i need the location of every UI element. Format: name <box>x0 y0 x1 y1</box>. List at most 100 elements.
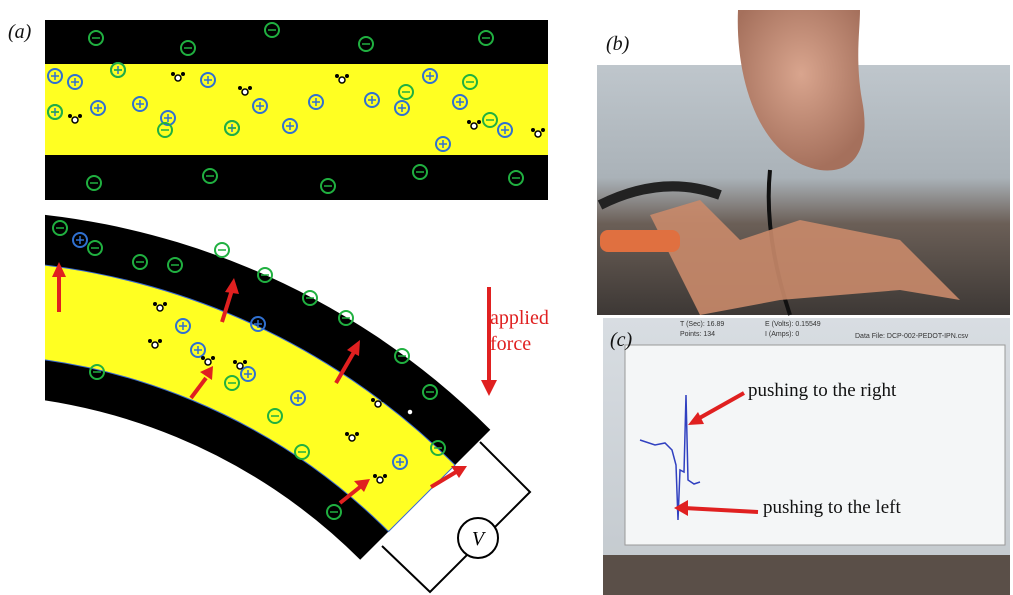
screen-text: T (Sec): 16.89 <box>680 321 724 328</box>
force-arrows <box>52 262 497 505</box>
water <box>345 432 349 436</box>
cable <box>597 181 722 210</box>
water <box>383 474 387 478</box>
anion <box>430 440 446 456</box>
water <box>467 120 471 124</box>
anion <box>180 40 196 56</box>
anion <box>167 257 183 273</box>
anion <box>88 30 104 46</box>
cation <box>190 342 206 358</box>
screen-text: Points: 134 <box>680 331 715 338</box>
water <box>204 358 212 366</box>
water <box>174 74 182 82</box>
anion <box>214 242 230 258</box>
water <box>470 122 478 130</box>
screen-text: I (Amps): 0 <box>765 331 799 338</box>
water <box>477 120 481 124</box>
annotation: applied force <box>490 307 549 355</box>
water <box>158 339 162 343</box>
anion <box>224 375 240 391</box>
anion <box>89 364 105 380</box>
water <box>374 400 382 408</box>
water <box>531 128 535 132</box>
cation <box>392 454 408 470</box>
pointer-arrows <box>674 391 759 516</box>
cation <box>364 92 380 108</box>
anion <box>52 220 68 236</box>
water <box>406 408 414 416</box>
cation <box>72 232 88 248</box>
water <box>148 339 152 343</box>
screen-text: Data File: DCP-002-PEDOT-IPN.csv <box>855 333 969 340</box>
plot-area <box>624 344 1006 546</box>
anion <box>267 408 283 424</box>
panel-label: (a) <box>8 21 32 43</box>
anion <box>338 310 354 326</box>
anion <box>202 168 218 184</box>
cation <box>422 68 438 84</box>
bent-polymer <box>45 264 456 533</box>
cation <box>160 110 176 126</box>
polymer-layer <box>45 64 548 155</box>
anion <box>132 254 148 270</box>
annotation: pushing to the left <box>763 497 901 518</box>
anion <box>47 104 63 120</box>
water <box>181 72 185 76</box>
water <box>376 476 384 484</box>
water <box>381 398 385 402</box>
anion <box>294 444 310 460</box>
anion <box>482 112 498 128</box>
ions <box>47 22 545 520</box>
water <box>163 302 167 306</box>
panel-label: (b) <box>606 33 630 55</box>
anion <box>422 384 438 400</box>
anion <box>157 122 173 138</box>
water <box>248 86 252 90</box>
finger <box>737 10 865 171</box>
water <box>233 360 237 364</box>
cation <box>308 94 324 110</box>
water <box>241 88 249 96</box>
water <box>345 74 349 78</box>
cation <box>132 96 148 112</box>
cation <box>67 74 83 90</box>
water <box>243 360 247 364</box>
anion <box>320 178 336 194</box>
cation <box>175 318 191 334</box>
cation <box>452 94 468 110</box>
cation <box>394 100 410 116</box>
clip <box>600 230 680 252</box>
water <box>413 406 417 410</box>
water <box>403 406 407 410</box>
anion <box>394 348 410 364</box>
anion <box>110 62 126 78</box>
cation <box>200 72 216 88</box>
anion <box>87 240 103 256</box>
voltmeter-label: V <box>472 528 487 550</box>
water <box>236 362 244 370</box>
water <box>171 72 175 76</box>
water <box>348 434 356 442</box>
cation <box>47 68 63 84</box>
water <box>71 116 79 124</box>
cation <box>497 122 513 138</box>
screen-text: E (Volts): 0.15549 <box>765 321 821 328</box>
signal-trace <box>639 394 701 521</box>
anion <box>86 175 102 191</box>
water <box>338 76 346 84</box>
anion <box>478 30 494 46</box>
water <box>335 74 339 78</box>
anion <box>398 84 414 100</box>
cation <box>290 390 306 406</box>
anion <box>257 267 273 283</box>
cation <box>90 100 106 116</box>
water <box>156 304 164 312</box>
water <box>371 398 375 402</box>
water <box>534 130 542 138</box>
cation <box>252 98 268 114</box>
anion <box>462 74 478 90</box>
copper-foil <box>650 200 960 315</box>
water <box>355 432 359 436</box>
cation <box>240 366 256 382</box>
cation <box>435 136 451 152</box>
